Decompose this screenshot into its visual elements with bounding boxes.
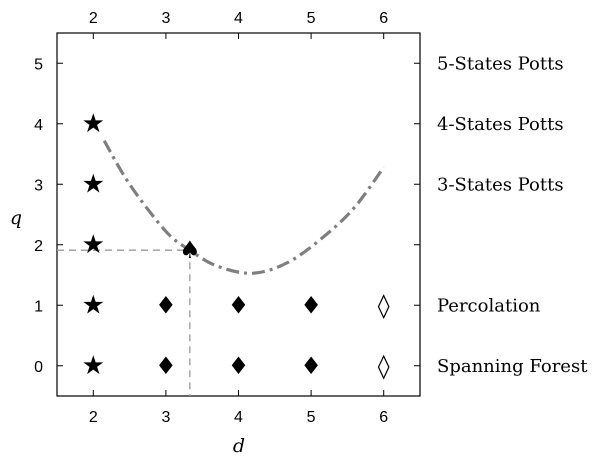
marker: ♦ bbox=[155, 352, 177, 380]
markers: ★ ★ ★ ★ ★ ♦ ♦ ♦ ♦ ♦ ♦ ◊ ◊ ♠ bbox=[82, 109, 390, 381]
marker: ★ bbox=[82, 169, 105, 199]
marker: ◊ bbox=[378, 291, 390, 319]
marker: ♦ bbox=[300, 291, 322, 319]
y-tick-label: 2 bbox=[34, 238, 43, 255]
x-tick-label-bottom: 3 bbox=[161, 409, 170, 426]
y-tick-label: 0 bbox=[34, 359, 43, 376]
marker: ♦ bbox=[300, 352, 322, 380]
x-axis-label: d bbox=[233, 435, 245, 457]
right-label: 3-States Potts bbox=[437, 174, 564, 195]
x-tick-label-top: 2 bbox=[89, 10, 98, 27]
critical-curve-line bbox=[102, 139, 386, 275]
plot-frame bbox=[56, 32, 421, 397]
y-tick-label: 1 bbox=[34, 298, 43, 315]
right-label: Percolation bbox=[437, 295, 541, 316]
y-tick-label: 5 bbox=[34, 56, 43, 73]
x-tick-label-bottom: 4 bbox=[234, 409, 243, 426]
right-label: Spanning Forest bbox=[437, 356, 588, 377]
x-tick-label-top: 5 bbox=[307, 10, 316, 27]
marker: ★ bbox=[82, 230, 105, 260]
ticks: 2 2 3 3 4 4 5 5 6 6 0 1 2 3 4 5 bbox=[34, 10, 420, 426]
marker: ♦ bbox=[228, 352, 250, 380]
y-axis-label: q bbox=[10, 207, 22, 229]
x-tick-label-top: 4 bbox=[234, 10, 243, 27]
marker: ♦ bbox=[228, 291, 250, 319]
marker: ♦ bbox=[155, 291, 177, 319]
x-tick-label-top: 6 bbox=[379, 10, 388, 27]
x-tick-label-bottom: 5 bbox=[307, 409, 316, 426]
marker: ★ bbox=[82, 109, 105, 139]
guide-lines bbox=[57, 249, 191, 396]
marker: ◊ bbox=[378, 352, 390, 380]
right-label: 4-States Potts bbox=[437, 114, 564, 135]
right-label: 5-States Potts bbox=[437, 53, 564, 74]
y-tick-label: 4 bbox=[34, 117, 43, 134]
critical-curve bbox=[102, 139, 386, 275]
x-tick-label-bottom: 6 bbox=[379, 409, 388, 426]
marker: ★ bbox=[82, 351, 105, 381]
marker: ♠ bbox=[179, 236, 201, 264]
x-tick-label-top: 3 bbox=[161, 10, 170, 27]
right-labels: 5-States Potts 4-States Potts 3-States Pot… bbox=[437, 53, 588, 377]
x-tick-label-bottom: 2 bbox=[89, 409, 98, 426]
y-tick-label: 3 bbox=[34, 177, 43, 194]
marker: ★ bbox=[82, 290, 105, 320]
